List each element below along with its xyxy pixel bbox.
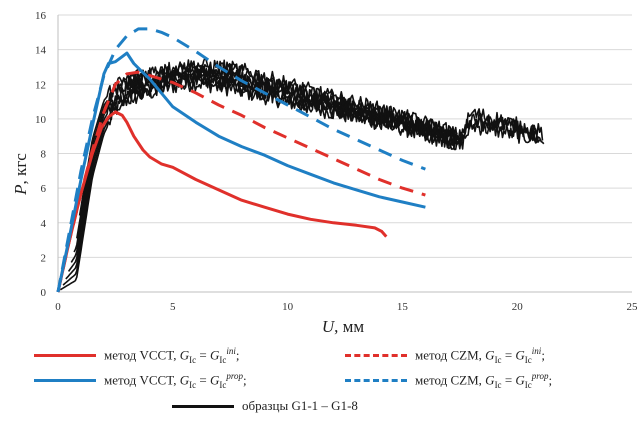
plot-area bbox=[56, 27, 545, 293]
specimen-trace bbox=[78, 57, 544, 216]
legend-label: метод CZM, GIc = GIcini; bbox=[415, 346, 545, 365]
x-tick-label: 0 bbox=[55, 301, 61, 313]
blue-dashed-series-line bbox=[56, 27, 426, 293]
legend-item-czm-prop: метод CZM, GIc = GIcprop; bbox=[345, 371, 552, 390]
y-axis-title: P, кгс bbox=[11, 153, 30, 196]
y-tick-label: 12 bbox=[35, 79, 46, 91]
tick-labels: 0 2 4 6 8 10 12 14 16 0 5 10 15 20 25 bbox=[35, 10, 638, 313]
legend-label: метод VCCT, GIc = GIcprop; bbox=[104, 371, 247, 390]
x-axis-title: U, мм bbox=[322, 317, 365, 336]
y-tick-label: 10 bbox=[35, 114, 47, 126]
chart: 0 2 4 6 8 10 12 14 16 0 5 10 15 20 25 P, кгс U, мм bbox=[11, 10, 638, 336]
legend-swatch-red-dashed bbox=[345, 353, 407, 357]
y-tick-label: 14 bbox=[35, 45, 47, 57]
grid bbox=[58, 14, 632, 258]
y-tick-label: 6 bbox=[41, 183, 47, 195]
axes bbox=[57, 15, 632, 293]
blue-solid-series-line bbox=[56, 51, 426, 293]
legend-swatch-red-solid bbox=[34, 353, 96, 357]
legend-label: метод CZM, GIc = GIcprop; bbox=[415, 371, 553, 390]
x-tick-label: 25 bbox=[627, 301, 639, 313]
y-tick-label: 8 bbox=[41, 149, 47, 161]
legend-swatch-blue-solid bbox=[34, 378, 96, 382]
legend: метод VCCT, GIc = GIcini; метод CZM, GIc… bbox=[0, 340, 641, 422]
legend-item-samples: образцы G1-1 – G1-8 bbox=[172, 398, 358, 414]
specimen-trace bbox=[70, 65, 462, 263]
y-tick-label: 4 bbox=[41, 218, 47, 230]
x-tick-label: 20 bbox=[512, 301, 524, 313]
legend-swatch-blue-dashed bbox=[345, 378, 407, 382]
x-tick-label: 15 bbox=[397, 301, 409, 313]
legend-item-vcct-prop: метод VCCT, GIc = GIcprop; bbox=[34, 371, 247, 390]
y-tick-label: 16 bbox=[35, 10, 47, 22]
x-tick-label: 5 bbox=[170, 301, 176, 313]
legend-label: метод VCCT, GIc = GIcini; bbox=[104, 346, 240, 365]
y-tick-label: 2 bbox=[41, 252, 47, 264]
red-dashed-series-line bbox=[56, 70, 426, 293]
legend-item-czm-ini: метод CZM, GIc = GIcini; bbox=[345, 346, 545, 365]
legend-item-vcct-ini: метод VCCT, GIc = GIcini; bbox=[34, 346, 239, 365]
red-solid-series-line bbox=[56, 110, 388, 293]
legend-label: образцы G1-1 – G1-8 bbox=[242, 398, 358, 413]
series-samples bbox=[59, 57, 545, 291]
legend-swatch-black bbox=[172, 404, 234, 408]
y-tick-label: 0 bbox=[41, 287, 47, 299]
x-tick-label: 10 bbox=[282, 301, 294, 313]
